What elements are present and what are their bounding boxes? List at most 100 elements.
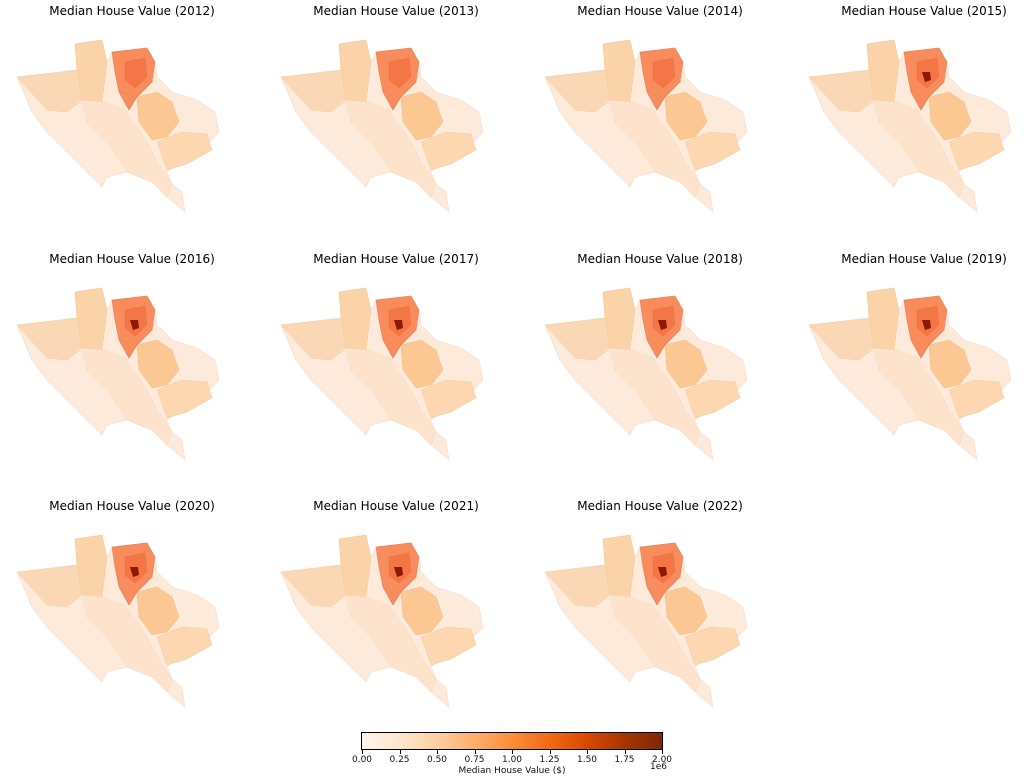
panel-title: Median House Value (2016) [49, 252, 215, 266]
panel-title: Median House Value (2012) [49, 4, 215, 18]
region-west [280, 317, 347, 361]
map-panel: Median House Value (2017) [271, 248, 521, 478]
colorbar-tick-label: 0.75 [464, 755, 485, 765]
panel-title: Median House Value (2014) [577, 4, 743, 18]
region-east [400, 586, 444, 636]
colorbar-tick-label: 1.25 [539, 755, 560, 765]
choropleth-map [16, 534, 220, 708]
colorbar-tick [399, 750, 401, 754]
map-panel: Median House Value (2018) [535, 248, 785, 478]
colorbar-tick [474, 750, 476, 754]
region-east [400, 339, 444, 389]
region-southeast [684, 626, 741, 666]
region-west [808, 317, 875, 361]
region-east [928, 91, 972, 141]
panel-title: Median House Value (2015) [841, 4, 1007, 18]
region-northeast-inner [124, 57, 148, 89]
colorbar-exponent: 1e6 [650, 762, 667, 772]
region-central [345, 347, 437, 446]
hotspot-county [394, 567, 403, 577]
region-southeast [684, 379, 741, 419]
region-southeast [156, 379, 213, 419]
map-panel: Median House Value (2015) [799, 0, 1024, 230]
choropleth-map [16, 287, 220, 461]
region-west [544, 317, 611, 361]
region-west [16, 317, 83, 361]
region-central [345, 99, 437, 198]
region-east [928, 339, 972, 389]
colorbar-tick [587, 750, 588, 754]
map-panel: Median House Value (2016) [7, 248, 257, 478]
colorbar-tick-label: 0.00 [351, 755, 373, 765]
panel-title: Median House Value (2019) [841, 252, 1007, 266]
colorbar-tick-label: 1.00 [501, 755, 523, 765]
panel-title: Median House Value (2013) [313, 4, 479, 18]
panel-title: Median House Value (2017) [313, 252, 479, 266]
region-east [664, 91, 708, 141]
choropleth-map [280, 287, 484, 461]
region-east [136, 586, 180, 636]
panel-title: Median House Value (2022) [577, 499, 743, 513]
region-southeast [420, 626, 477, 666]
choropleth-map [544, 534, 748, 708]
colorbar: 0.00 0.25 0.50 0.75 1.00 1.25 1.50 1.75 2.00 Med… [352, 732, 672, 776]
choropleth-map [280, 39, 484, 213]
hotspot-county [658, 567, 667, 577]
colorbar-tick-label: 1.50 [576, 755, 598, 765]
colorbar-tick [512, 750, 513, 754]
colorbar-tick-label: 0.50 [426, 755, 448, 765]
map-panel: Median House Value (2019) [799, 248, 1024, 478]
region-west [280, 564, 347, 608]
map-panel: Median House Value (2013) [271, 0, 521, 230]
region-central [81, 594, 173, 693]
choropleth-map [280, 534, 484, 708]
region-southeast [156, 626, 213, 666]
region-southeast [420, 131, 477, 171]
region-east [664, 339, 708, 389]
region-southeast [684, 131, 741, 171]
region-central [609, 594, 701, 693]
panel-title: Median House Value (2020) [49, 499, 215, 513]
hotspot-county [130, 567, 139, 577]
colorbar-tick-label: 2.00 [651, 755, 673, 765]
colorbar-tick [624, 750, 626, 754]
hotspot-county [658, 320, 667, 330]
hotspot-county [922, 72, 931, 82]
map-panel: Median House Value (2014) [535, 0, 785, 230]
region-west [280, 69, 347, 113]
colorbar-ticks: 0.00 0.25 0.50 0.75 1.00 1.25 1.50 1.75 2.00 [352, 750, 672, 765]
region-west [544, 564, 611, 608]
colorbar-gradient [361, 732, 663, 750]
panel-title: Median House Value (2018) [577, 252, 743, 266]
colorbar-tick [549, 750, 551, 754]
region-central [81, 347, 173, 446]
colorbar-tick [362, 750, 363, 754]
choropleth-map [808, 287, 1012, 461]
map-panel: Median House Value (2021) [271, 495, 521, 725]
colorbar-tick-label: 0.25 [389, 755, 410, 765]
region-east [136, 339, 180, 389]
region-southeast [156, 131, 213, 171]
region-west [808, 69, 875, 113]
choropleth-map [808, 39, 1012, 213]
region-central [873, 347, 965, 446]
region-west [544, 69, 611, 113]
region-central [609, 347, 701, 446]
colorbar-tick [437, 750, 438, 754]
choropleth-map [544, 287, 748, 461]
map-panel: Median House Value (2020) [7, 495, 257, 725]
choropleth-map [544, 39, 748, 213]
region-central [873, 99, 965, 198]
hotspot-county [922, 320, 931, 330]
region-west [16, 564, 83, 608]
region-east [664, 586, 708, 636]
colorbar-tick [662, 750, 663, 754]
region-southeast [948, 131, 1005, 171]
region-northeast-inner [652, 57, 676, 89]
panel-title: Median House Value (2021) [313, 499, 479, 513]
region-southeast [420, 379, 477, 419]
region-west [16, 69, 83, 113]
map-panel: Median House Value (2022) [535, 495, 785, 725]
region-east [136, 91, 180, 141]
hotspot-county [394, 320, 403, 330]
